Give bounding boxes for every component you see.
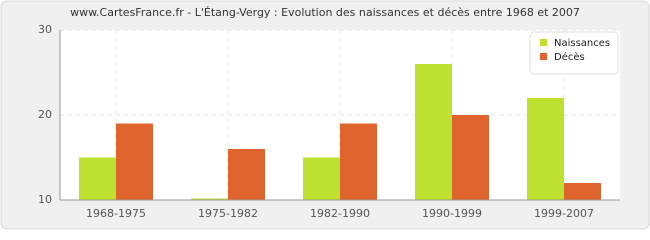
- bar: [452, 115, 489, 200]
- bar: [116, 123, 153, 200]
- bar: [564, 183, 601, 200]
- chart: www.CartesFrance.fr - L'Étang-Vergy : Ev…: [0, 0, 650, 230]
- legend-label: Naissances: [554, 38, 610, 49]
- x-tick-label: 1990-1999: [422, 207, 482, 220]
- chart-title: www.CartesFrance.fr - L'Étang-Vergy : Ev…: [70, 6, 580, 19]
- legend-swatch: [540, 53, 547, 60]
- bar: [415, 64, 452, 200]
- x-tick-label: 1975-1982: [198, 207, 258, 220]
- y-tick-label: 20: [38, 108, 52, 121]
- legend-box: [529, 31, 619, 75]
- y-tick-label: 10: [38, 193, 52, 206]
- bar: [228, 149, 265, 200]
- bar: [527, 98, 564, 200]
- legend-label: Décès: [554, 51, 585, 63]
- x-tick-label: 1968-1975: [86, 207, 146, 220]
- legend-swatch: [540, 39, 547, 46]
- x-tick-label: 1999-2007: [534, 207, 594, 220]
- y-tick-label: 30: [38, 23, 52, 36]
- bar: [79, 157, 116, 200]
- bar: [340, 123, 377, 200]
- x-tick-label: 1982-1990: [310, 207, 370, 220]
- bar: [191, 198, 228, 200]
- bar: [303, 157, 340, 200]
